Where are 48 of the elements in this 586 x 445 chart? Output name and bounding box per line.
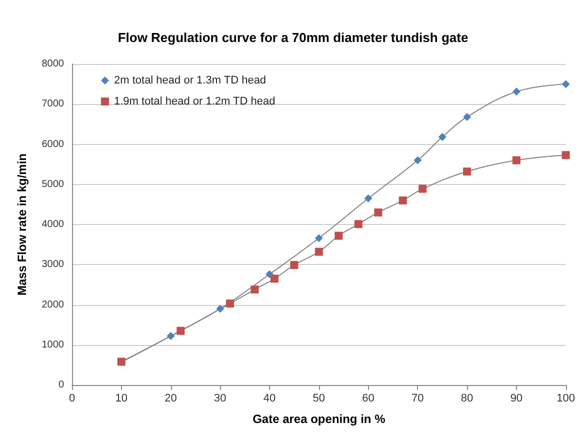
y-tick-label: 8000: [42, 58, 64, 70]
point: [418, 184, 427, 193]
point: [512, 156, 520, 164]
point: [290, 261, 298, 270]
point: [364, 194, 372, 202]
y-tick-label: 4000: [42, 219, 64, 230]
y-tick-label: 3000: [42, 259, 64, 270]
point: [463, 168, 472, 176]
y-tick-label: 0: [58, 380, 64, 390]
x-tick-label: 40: [263, 392, 276, 404]
legend-label: 2m total head or 1.3m TD head: [114, 74, 266, 86]
point: [270, 274, 278, 283]
point: [250, 286, 259, 294]
chart-title: Flow Regulation curve for a 70mm diameter tundish gate: [118, 30, 468, 45]
point: [216, 304, 224, 313]
point: [314, 234, 323, 242]
y-tick-label: 2000: [42, 299, 64, 310]
point: [334, 232, 343, 240]
point: [166, 332, 175, 340]
point: [176, 326, 185, 335]
point: [463, 112, 472, 121]
point: [226, 300, 234, 308]
point: [374, 208, 382, 216]
x-tick-label: 80: [460, 392, 474, 404]
x-tick-label: 90: [510, 392, 523, 404]
point: [398, 196, 407, 204]
x-tick-label: 10: [115, 392, 128, 404]
point: [354, 220, 362, 228]
x-tick-label: 30: [214, 392, 226, 404]
x-tick-label: 100: [556, 392, 576, 404]
legend-label: 1.9m total head or 1.2m TD head: [114, 96, 276, 108]
y-tick-label: 6000: [42, 138, 64, 150]
x-tick-label: 20: [164, 392, 177, 404]
y-axis-title: Mass Flow rate in kg/min: [15, 153, 29, 296]
x-tick-label: 0: [68, 392, 76, 404]
x-axis-title: Gate area opening in %: [252, 412, 386, 426]
y-tick-label: 7000: [42, 98, 64, 110]
x-tick-label: 50: [312, 392, 326, 404]
x-tick-label: 70: [412, 392, 424, 404]
point: [512, 88, 520, 96]
y-tick-label: 1000: [42, 339, 64, 350]
point: [562, 151, 570, 160]
point: [414, 156, 422, 164]
point: [314, 248, 323, 256]
y-tick-label: 5000: [42, 178, 64, 190]
point: [562, 80, 570, 88]
point: [438, 133, 446, 142]
x-tick-label: 60: [362, 392, 374, 404]
